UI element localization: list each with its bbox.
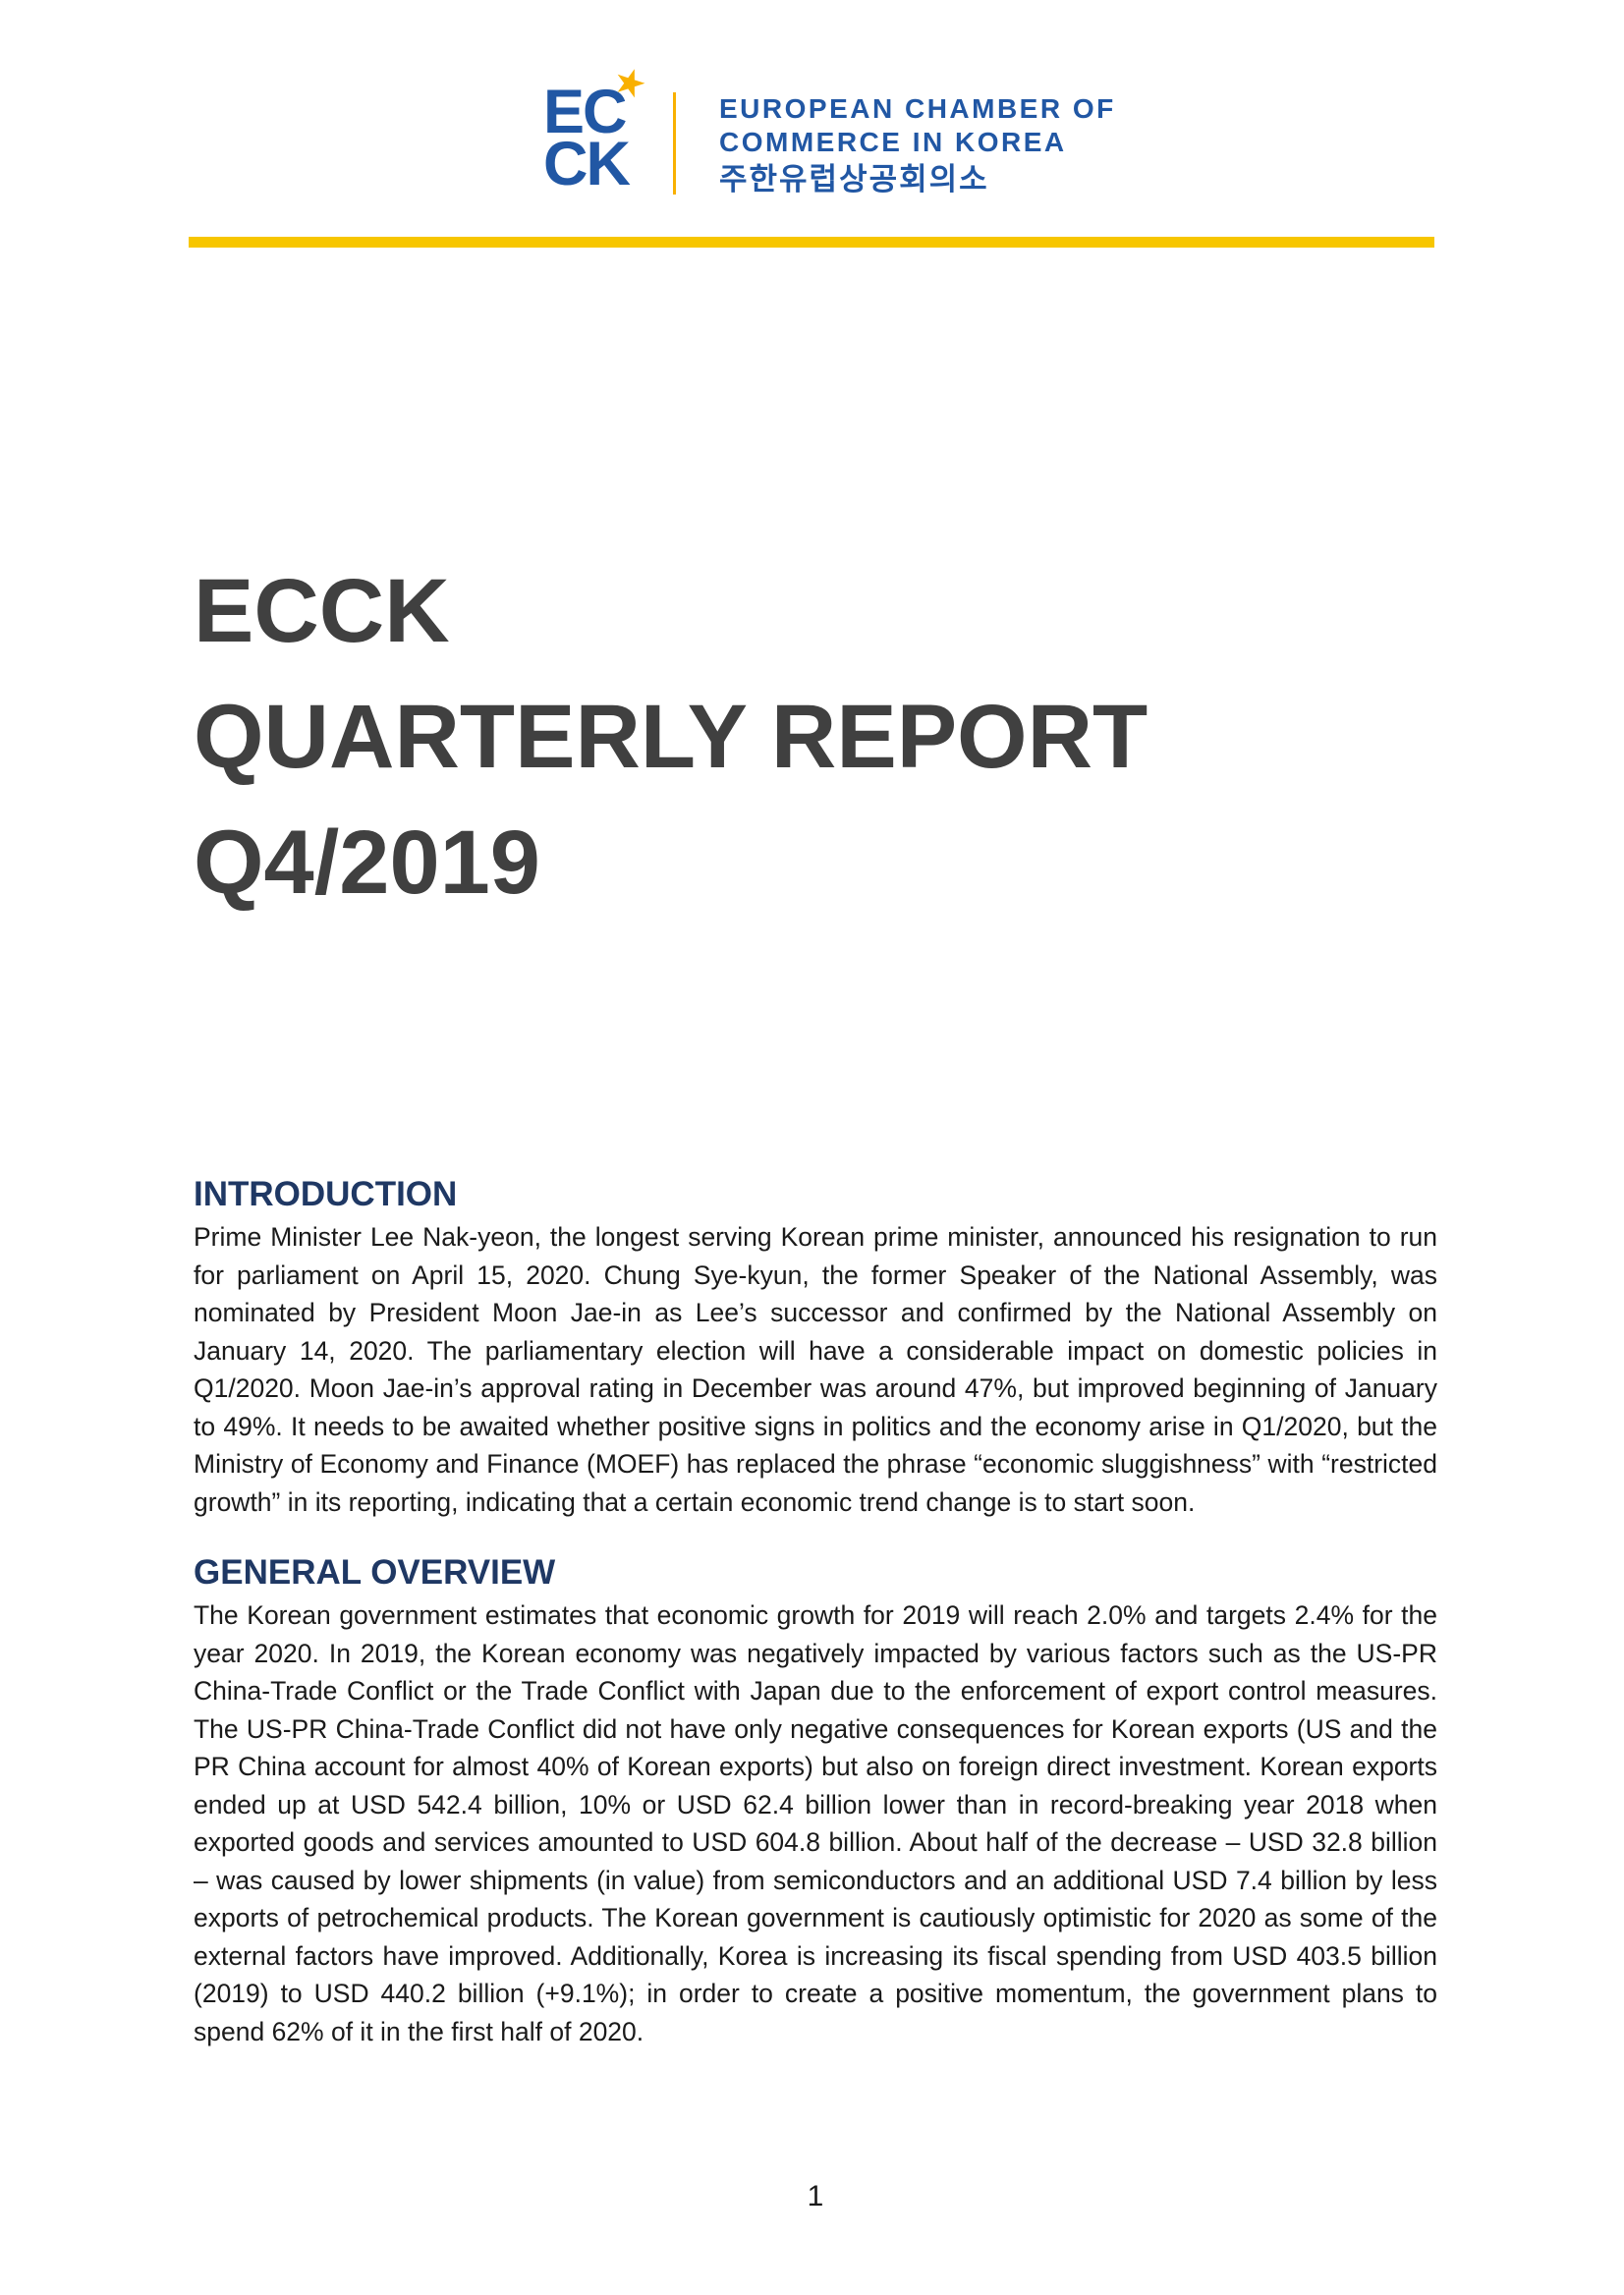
report-title-line3: Q4/2019 [194, 812, 540, 913]
org-name-english: EUROPEAN CHAMBER OF COMMERCE IN KOREA [719, 92, 1116, 159]
logo-divider [673, 92, 676, 195]
org-name-korean: 주한유럽상공회의소 [719, 162, 989, 196]
ecck-logo-line1: EC [543, 78, 628, 146]
ecck-logo: EC CK [543, 78, 631, 198]
report-title-line2: QUARTERLY REPORT [194, 687, 1148, 787]
section-heading-general-overview: GENERAL OVERVIEW [194, 1553, 556, 1592]
section-body-general-overview: The Korean government estimates that eco… [194, 1600, 1437, 2046]
org-name-line1: EUROPEAN CHAMBER OF [719, 93, 1116, 124]
section-introduction: INTRODUCTION Prime Minister Lee Nak-yeon… [194, 1172, 1437, 1521]
org-name-line2: COMMERCE IN KOREA [719, 127, 1067, 157]
report-title-line1: ECCK [194, 561, 450, 661]
section-heading-introduction: INTRODUCTION [194, 1175, 458, 1213]
page-number: 1 [807, 2180, 824, 2212]
header-accent-rule [189, 237, 1434, 248]
section-general-overview: GENERAL OVERVIEW The Korean government e… [194, 1550, 1437, 2050]
report-title: ECCK QUARTERLY REPORT Q4/2019 [194, 548, 1471, 925]
document-body: INTRODUCTION Prime Minister Lee Nak-yeon… [194, 1172, 1437, 2050]
section-body-introduction: Prime Minister Lee Nak-yeon, the longest… [194, 1222, 1437, 1517]
org-name-block: EUROPEAN CHAMBER OF COMMERCE IN KOREA 주한… [719, 92, 1116, 197]
ecck-logo-line2: CK [543, 130, 631, 198]
star-icon: ★ [607, 58, 652, 109]
page-footer: 1 [194, 2175, 1437, 2218]
